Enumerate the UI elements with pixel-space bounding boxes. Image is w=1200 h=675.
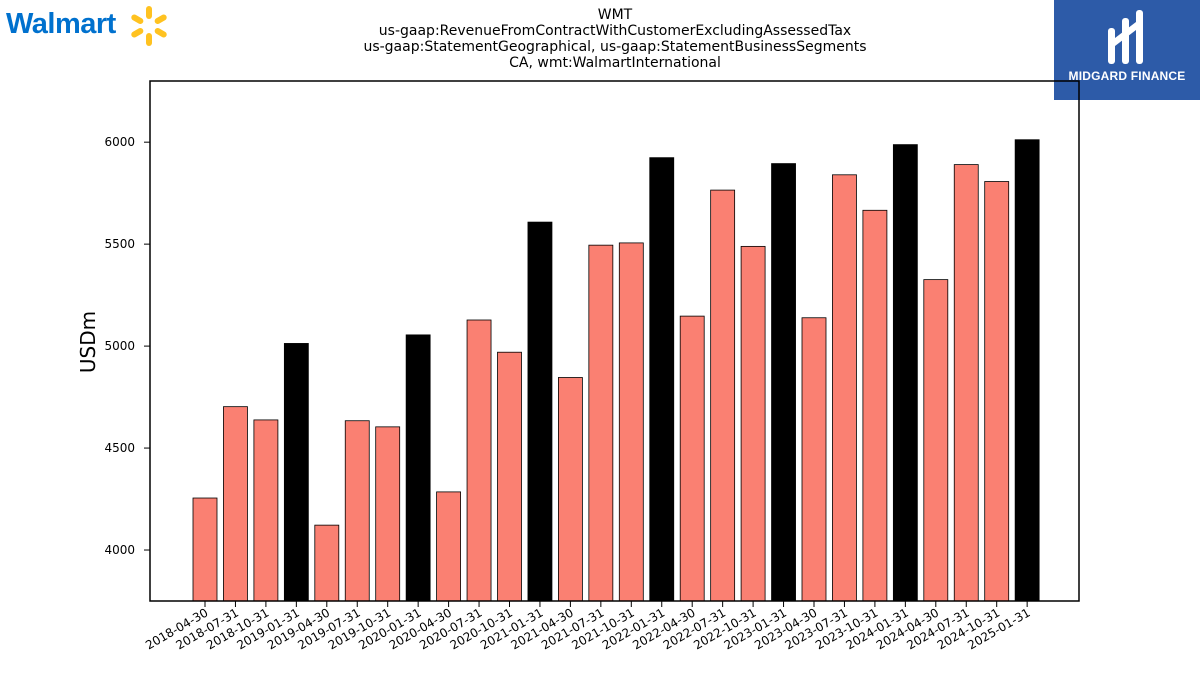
bars-group (192, 139, 1040, 602)
bar-2024-07-31 (953, 164, 979, 602)
x-axis: 2018-04-302018-07-312018-10-312019-01-31… (143, 601, 1033, 652)
y-tick-label: 6000 (104, 135, 135, 149)
walmart-logo: Walmart (4, 4, 174, 48)
chart-title-line-2: us-gaap:RevenueFromContractWithCustomerE… (378, 23, 852, 39)
chart-title: WMT us-gaap:RevenueFromContractWithCusto… (250, 7, 980, 71)
bar-2023-04-30 (801, 317, 827, 602)
bar-2024-04-30 (923, 279, 949, 602)
walmart-logo-text: Walmart (6, 8, 116, 40)
bar-2019-04-30 (314, 524, 340, 602)
y-tick-label: 4500 (104, 441, 135, 455)
bar-2022-04-30 (679, 315, 705, 602)
walmart-spark-icon (131, 6, 167, 46)
plot-frame (149, 80, 1080, 602)
y-tick-label: 5000 (104, 339, 135, 353)
chart-title-line-3: us-gaap:StatementGeographical, us-gaap:S… (363, 39, 867, 55)
bar-2019-10-31 (375, 426, 401, 602)
bar-2023-07-31 (832, 174, 857, 602)
bar-2018-04-30 (192, 497, 218, 602)
bar-2020-04-30 (436, 491, 462, 602)
bar-2024-01-31 (892, 144, 918, 602)
midgard-logo-text: MIDGARD FINANCE (1068, 69, 1186, 83)
bar-2020-07-31 (466, 319, 492, 602)
bar-2025-01-31 (1014, 139, 1040, 602)
bar-2023-10-31 (862, 209, 888, 602)
bar-2020-01-31 (405, 334, 431, 602)
bar-2024-10-31 (984, 181, 1010, 602)
y-tick-label: 4000 (104, 543, 135, 557)
bar-2022-01-31 (649, 157, 675, 602)
y-axis-label: USDm (76, 311, 100, 373)
bar-2018-10-31 (253, 419, 279, 602)
chart-title-line-1: WMT (597, 7, 633, 23)
bar-2019-07-31 (344, 420, 370, 602)
bar-2021-10-31 (618, 242, 644, 602)
bar-2023-01-31 (771, 163, 796, 602)
bar-2018-07-31 (223, 406, 248, 602)
y-tick-label: 5500 (104, 237, 135, 251)
bar-2021-01-31 (527, 221, 553, 602)
y-axis: 4000 4500 5000 5500 6000 (104, 135, 150, 557)
chart-title-line-4: CA, wmt:WalmartInternational (509, 55, 721, 71)
midgard-mark-icon (1108, 10, 1143, 64)
bar-2022-10-31 (740, 245, 766, 602)
bar-2019-01-31 (283, 343, 309, 602)
bar-2022-07-31 (710, 189, 736, 602)
bar-2021-04-30 (558, 377, 583, 602)
bar-2020-10-31 (497, 351, 522, 602)
bar-2021-07-31 (588, 244, 614, 602)
